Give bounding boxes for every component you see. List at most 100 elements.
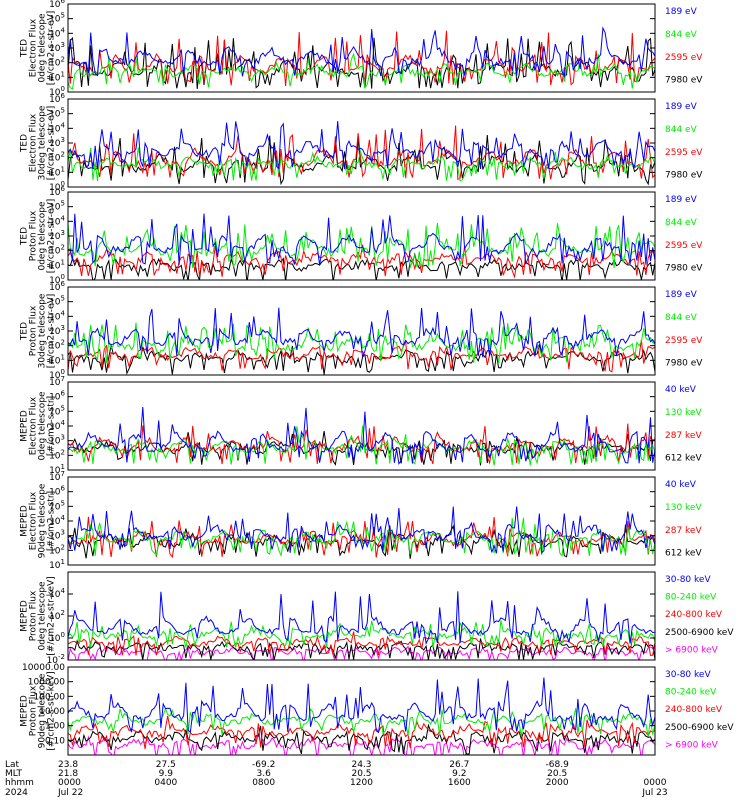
series-line-2-4	[68, 121, 655, 170]
x-tick-label: 1200	[350, 778, 373, 788]
legend-entry: 2595 eV	[665, 241, 703, 251]
y-tick-label: 10.00	[39, 707, 65, 717]
y-tick-label: 1.00	[45, 722, 65, 732]
legend-entry: 7980 eV	[665, 76, 703, 86]
panel-5-frame	[67, 381, 656, 471]
x-tick-label: 0000	[58, 778, 81, 788]
y-tick-label: 1000.00	[28, 678, 65, 688]
series-line-8-5	[68, 677, 655, 734]
series-line-2-3	[68, 147, 655, 182]
series-line-8-1	[68, 732, 655, 755]
x-tick-label: -69.2	[252, 760, 275, 770]
panel-8: 0.10 1.00 10.00 100.00 1000.00 10000.00 > 6900…	[20, 663, 734, 756]
x-row-label: hhmm	[5, 778, 34, 788]
series-line-2-2	[68, 125, 655, 181]
panel-7-plot-area	[68, 591, 655, 660]
x-row-label: 2024	[5, 788, 28, 798]
y-tick-label: 101	[49, 558, 65, 571]
series-line-4-4	[68, 307, 655, 358]
legend-entry: > 6900 keV	[665, 740, 719, 750]
x-tick-label: Jul 22	[57, 788, 83, 798]
legend-entry: 40 keV	[665, 385, 697, 395]
legend-entry: 2500-6900 keV	[665, 723, 734, 733]
series-line-8-4	[68, 707, 655, 737]
legend-entry: 189 eV	[665, 102, 698, 112]
series-line-4-3	[68, 322, 655, 364]
series-line-5-3	[68, 425, 655, 466]
panel-3-plot-area	[68, 213, 655, 280]
panel-1-plot-area	[68, 26, 655, 90]
y-axis-label: TEDElectron Flux30deg telescope[#/cm2-s-…	[20, 105, 57, 180]
legend-entry: 189 eV	[665, 7, 698, 17]
y-axis-label: MEPEDProton Flux0deg telescope[#/cm2-s-s…	[20, 576, 57, 655]
x-tick-label: 1600	[448, 778, 471, 788]
x-row-label: Lat	[5, 760, 20, 770]
panel-8-frame	[67, 666, 656, 756]
x-tick-label: 20.5	[351, 769, 371, 779]
legend-entry: 189 eV	[665, 195, 698, 205]
legend-entry: 130 keV	[665, 503, 702, 513]
y-axis-label: TEDProton Flux0deg telescope[#/cm2-s-str…	[20, 199, 57, 274]
x-tick-label: -68.9	[546, 760, 570, 770]
series-line-1-4	[68, 26, 655, 78]
legend-entry: 30-80 keV	[665, 670, 711, 680]
legend-entry: 40 keV	[665, 480, 697, 490]
series-line-7-2	[68, 638, 655, 660]
y-axis-label: TEDElectron Flux0deg telescope[#/cm2-s-s…	[20, 11, 57, 86]
y-axis-label: MEPEDElectron Flux0deg telescope[#/cm2-s…	[20, 391, 57, 461]
y-tick-label: 0.10	[45, 736, 65, 746]
legend-entry: 7980 eV	[665, 171, 703, 181]
legend-entry: 844 eV	[665, 313, 698, 323]
panel-8-plot-area	[68, 677, 655, 755]
panel-4-plot-area	[68, 307, 655, 375]
series-line-8-2	[68, 723, 655, 755]
x-row-label: MLT	[5, 769, 23, 779]
x-tick-label: Jul 23	[641, 788, 667, 798]
series-line-7-5	[68, 591, 655, 645]
x-tick-label: 3.6	[257, 769, 272, 779]
panel-2-plot-area	[68, 121, 655, 186]
x-tick-label: 0000	[644, 778, 667, 788]
series-line-5-2	[68, 423, 655, 465]
series-line-7-4	[68, 620, 655, 648]
series-line-3-1	[68, 252, 655, 280]
series-line-7-3	[68, 631, 655, 656]
x-tick-label: 9.9	[159, 769, 174, 779]
series-line-4-1	[68, 344, 655, 375]
legend-entry: 80-240 keV	[665, 688, 717, 698]
legend-entry: 80-240 keV	[665, 593, 717, 603]
x-tick-label: 21.8	[58, 769, 78, 779]
legend-entry: 844 eV	[665, 125, 698, 135]
series-line-1-3	[68, 52, 655, 90]
x-tick-label: 2000	[546, 778, 569, 788]
legend-entry: 2595 eV	[665, 336, 703, 346]
x-tick-label: 24.3	[351, 760, 371, 770]
legend-entry: 7980 eV	[665, 359, 703, 369]
panel-5-plot-area	[68, 406, 655, 466]
x-tick-label: 20.5	[547, 769, 567, 779]
y-tick-label: 10000.00	[22, 663, 65, 673]
legend-entry: 287 keV	[665, 526, 702, 536]
legend-entry: 30-80 keV	[665, 575, 711, 585]
legend-entry: 844 eV	[665, 218, 698, 228]
legend-entry: 612 keV	[665, 454, 702, 464]
legend-entry: 189 eV	[665, 290, 698, 300]
series-line-1-1	[68, 36, 655, 90]
y-axis-label: MEPEDProton Flux90deg telescope[#/cm2-s-…	[20, 671, 57, 750]
legend-entry: 2595 eV	[665, 148, 703, 158]
series-line-8-3	[68, 715, 655, 750]
y-axis-label: TEDProton Flux30deg telescope[#/cm2-s-st…	[20, 293, 57, 368]
legend-entry: 240-800 keV	[665, 705, 723, 715]
legend-entry: 612 keV	[665, 549, 702, 559]
panel-3-frame	[67, 191, 656, 281]
legend-entry: 287 keV	[665, 431, 702, 441]
legend-entry: > 6900 keV	[665, 645, 719, 655]
